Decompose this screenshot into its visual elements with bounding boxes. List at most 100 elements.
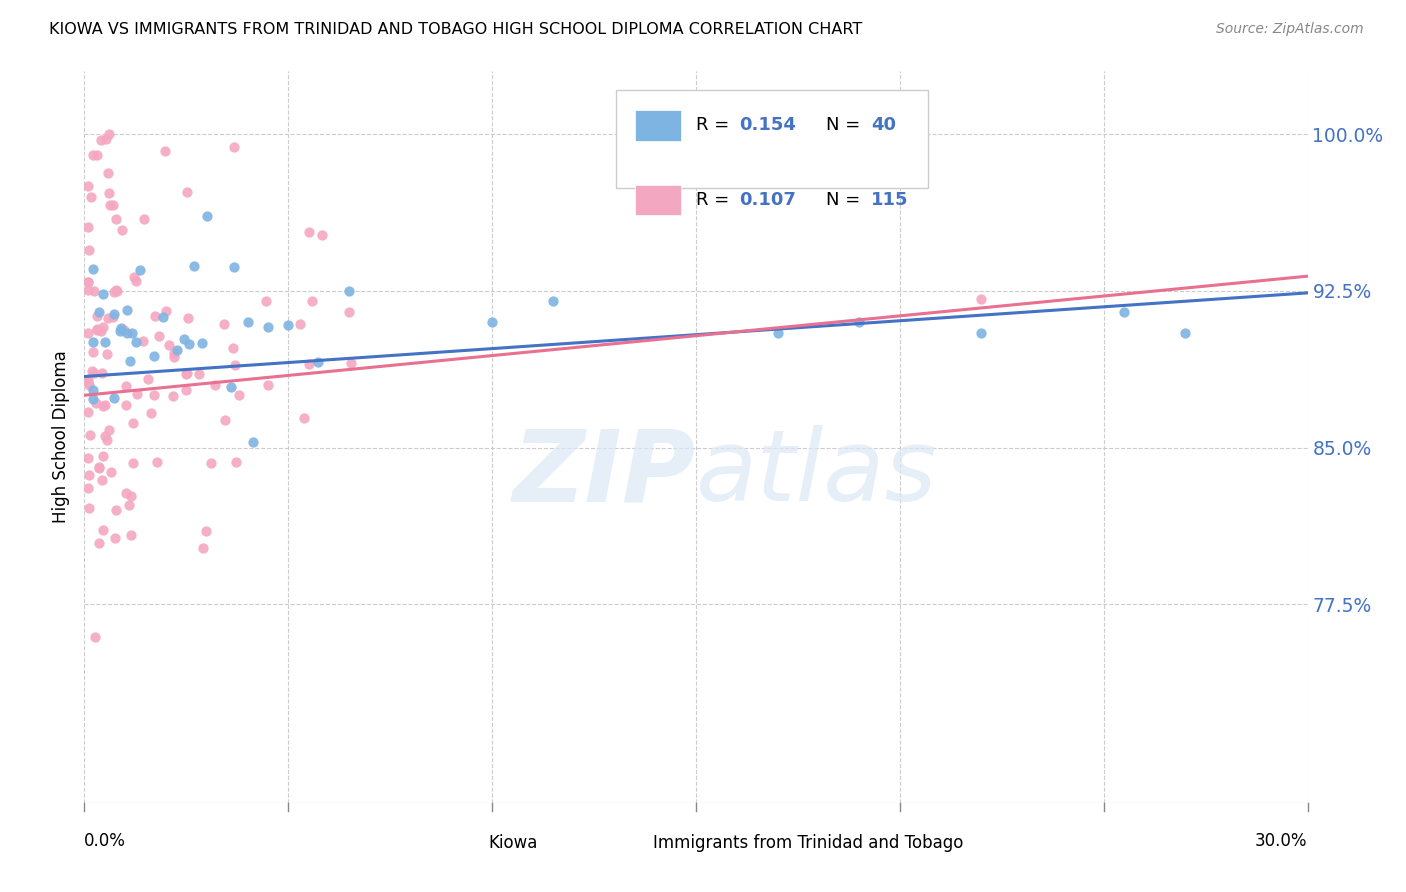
Point [204, 377, 226, 392]
Point [94, 398, 117, 412]
Text: 115: 115 [870, 191, 908, 209]
Point [187, 368, 209, 382]
Text: atlas: atlas [696, 425, 938, 522]
Text: Source: ZipAtlas.com: Source: ZipAtlas.com [1216, 22, 1364, 37]
Point [87, 304, 110, 318]
Point [114, 486, 136, 500]
Point [222, 342, 245, 356]
Point [115, 303, 138, 318]
Point [86, 322, 108, 336]
Point [77, 219, 100, 234]
Point [77, 243, 100, 257]
Point [179, 337, 201, 351]
Point [101, 198, 124, 212]
Point [153, 145, 176, 159]
Point [97, 127, 120, 141]
Point [228, 388, 250, 402]
Point [166, 343, 188, 358]
Point [148, 328, 170, 343]
FancyBboxPatch shape [636, 110, 682, 141]
Point [77, 450, 100, 465]
Point [97, 310, 120, 325]
Text: R =: R = [696, 191, 735, 209]
Point [122, 269, 145, 284]
Point [848, 315, 870, 329]
Point [86, 310, 108, 324]
Point [157, 338, 180, 352]
Point [84, 396, 107, 410]
Point [89, 460, 111, 475]
Point [90, 133, 112, 147]
Text: 0.107: 0.107 [738, 191, 796, 209]
Text: 0.0%: 0.0% [84, 832, 127, 850]
Point [138, 372, 160, 386]
Point [77, 405, 100, 419]
Point [543, 294, 565, 309]
Point [115, 378, 138, 392]
Point [103, 307, 125, 321]
Point [110, 321, 132, 335]
Text: N =: N = [825, 191, 866, 209]
Point [155, 303, 177, 318]
Point [277, 318, 299, 332]
Point [98, 197, 121, 211]
Point [339, 356, 361, 370]
Point [176, 366, 198, 380]
Text: 30.0%: 30.0% [1256, 832, 1308, 850]
Point [93, 429, 115, 443]
Point [141, 405, 163, 419]
Point [115, 398, 138, 412]
Point [105, 284, 128, 298]
Point [83, 366, 105, 380]
Point [142, 388, 165, 402]
Point [89, 461, 111, 475]
Point [97, 186, 120, 200]
Point [104, 211, 127, 226]
Point [163, 346, 186, 360]
Point [91, 367, 114, 381]
Point [121, 326, 143, 340]
Point [86, 148, 108, 162]
Point [86, 323, 108, 337]
Point [191, 541, 214, 555]
Point [224, 140, 246, 154]
Point [1114, 304, 1136, 318]
Point [221, 380, 243, 394]
Point [93, 287, 115, 301]
Point [162, 389, 184, 403]
Point [294, 410, 316, 425]
Point [77, 179, 100, 194]
Point [100, 466, 122, 480]
Point [256, 319, 278, 334]
Point [236, 315, 259, 329]
Point [103, 310, 125, 324]
Point [125, 275, 148, 289]
Point [129, 263, 152, 277]
Point [142, 349, 165, 363]
Point [80, 363, 103, 377]
Point [195, 524, 218, 538]
Point [970, 292, 993, 306]
Point [97, 166, 120, 180]
Point [83, 284, 105, 298]
Point [127, 387, 149, 401]
Point [82, 148, 104, 162]
FancyBboxPatch shape [616, 90, 928, 188]
Point [111, 223, 134, 237]
Point [94, 334, 117, 349]
Point [104, 531, 127, 545]
Point [301, 294, 323, 309]
Point [176, 384, 198, 398]
Point [82, 383, 104, 397]
Text: 0.154: 0.154 [738, 117, 796, 135]
Point [115, 326, 138, 340]
Point [143, 310, 166, 324]
Point [195, 209, 218, 223]
Point [152, 310, 174, 325]
Point [120, 490, 142, 504]
FancyBboxPatch shape [636, 185, 682, 216]
Point [90, 473, 112, 487]
Point [77, 468, 100, 483]
Point [79, 190, 101, 204]
Point [174, 368, 197, 382]
